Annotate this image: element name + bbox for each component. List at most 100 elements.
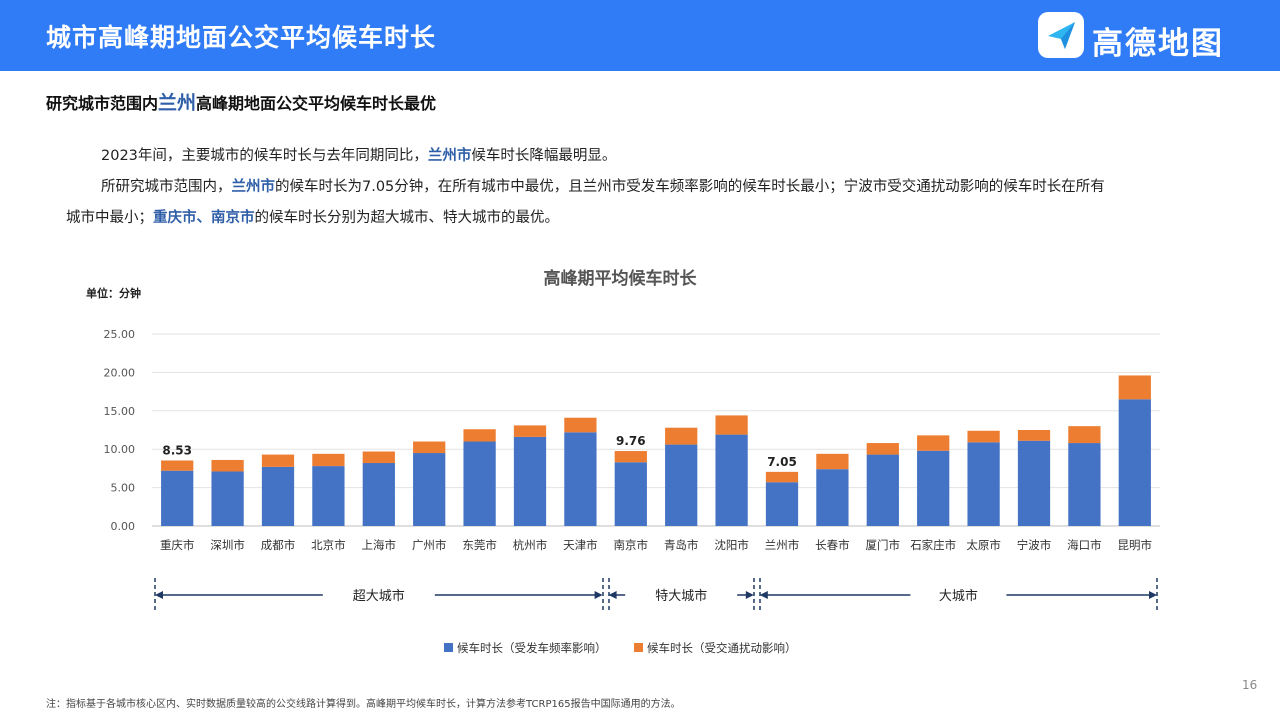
bar-frequency-segment — [1068, 443, 1101, 526]
arrow-right-icon — [594, 591, 603, 599]
bar-disturbance-segment — [211, 459, 244, 472]
bar-frequency-segment — [614, 462, 647, 526]
bar-disturbance-segment — [614, 451, 647, 463]
section-heading: 研究城市范围内兰州高峰期地面公交平均候车时长最优 — [46, 88, 436, 115]
x-tick-label: 东莞市 — [462, 538, 497, 552]
x-tick-label: 兰州市 — [765, 538, 800, 552]
paragraph-3: 城市中最小；重庆市、南京市的候车时长分别为超大城市、特大城市的最优。 — [66, 206, 559, 227]
bar-frequency-segment — [513, 436, 547, 526]
bar-disturbance-segment — [362, 451, 395, 464]
bar-frequency-segment — [413, 453, 446, 526]
paragraph-2: 所研究城市范围内，兰州市的候车时长为7.05分钟，在所有城市中最优，且兰州市受发… — [101, 175, 1105, 196]
y-tick-label: 15.00 — [104, 405, 136, 418]
legend-label: 候车时长（受交通扰动影响） — [647, 641, 797, 655]
bar-disturbance-segment — [967, 430, 1000, 443]
bar-frequency-segment — [967, 442, 1000, 526]
x-tick-label: 石家庄市 — [910, 538, 956, 552]
brand-name: 高德地图 — [1092, 26, 1224, 62]
x-tick-label: 昆明市 — [1118, 538, 1153, 552]
bar-disturbance-segment — [917, 435, 950, 451]
bar-frequency-segment — [665, 444, 698, 526]
footnote: 注：指标基于各城市核心区内、实时数据质量较高的公交线路计算得到。高峰期平均候车时… — [46, 699, 681, 710]
chart-title: 高峰期平均候车时长 — [544, 268, 698, 289]
p2-text-c: 的候车时长为7.05分钟，在所有城市中最优，且兰州市受发车频率影响的候车时长最小… — [275, 179, 1105, 195]
x-tick-label: 上海市 — [362, 538, 397, 552]
x-tick-label: 北京市 — [311, 538, 346, 552]
x-tick-label: 青岛市 — [664, 538, 699, 552]
legend-swatch-frequency — [444, 643, 453, 652]
bar-disturbance-segment — [1017, 430, 1051, 441]
bar-frequency-segment — [161, 470, 194, 526]
x-tick-label: 杭州市 — [513, 538, 548, 552]
x-tick-label: 重庆市 — [160, 538, 195, 552]
p3-text-a: 城市中最小； — [66, 210, 153, 226]
bar-frequency-segment — [765, 482, 799, 526]
legend-label: 候车时长（受发车频率影响） — [457, 641, 607, 655]
bar-disturbance-segment — [413, 441, 446, 454]
p2-text-a: 所研究城市范围内， — [101, 179, 232, 195]
arrow-left-icon — [759, 591, 768, 599]
p1-text-a: 2023年间，主要城市的候车时长与去年同期同比， — [101, 148, 428, 164]
bar-frequency-segment — [261, 466, 295, 526]
bar-disturbance-segment — [866, 443, 899, 455]
bar-frequency-segment — [362, 463, 395, 526]
bar-frequency-segment — [917, 450, 950, 526]
y-tick-label: 0.00 — [111, 520, 136, 533]
p2-highlight: 兰州市 — [231, 179, 276, 195]
data-label: 7.05 — [767, 455, 797, 469]
bar-disturbance-segment — [1068, 426, 1101, 444]
data-label: 9.76 — [616, 434, 646, 448]
bar-disturbance-segment — [765, 471, 799, 483]
y-tick-label: 10.00 — [104, 443, 136, 456]
bar-disturbance-segment — [261, 454, 295, 467]
bar-disturbance-segment — [715, 415, 748, 435]
bar-disturbance-segment — [665, 427, 698, 445]
bar-frequency-segment — [211, 471, 244, 526]
x-tick-label: 宁波市 — [1017, 538, 1052, 552]
heading-post: 高峰期地面公交平均候车时长最优 — [196, 94, 437, 113]
arrow-right-icon — [745, 591, 754, 599]
y-tick-label: 20.00 — [104, 366, 136, 379]
page-number: 16 — [1242, 678, 1258, 692]
x-tick-label: 南京市 — [614, 538, 649, 552]
bar-frequency-segment — [564, 432, 597, 526]
navigation-arrow-icon — [1038, 12, 1084, 58]
bar-frequency-segment — [463, 441, 496, 526]
arrow-left-icon — [608, 591, 617, 599]
x-tick-label: 广州市 — [412, 538, 447, 552]
y-tick-label: 25.00 — [104, 328, 136, 341]
unit-label: 单位：分钟 — [86, 286, 141, 300]
bar-frequency-segment — [866, 454, 899, 526]
bar-disturbance-segment — [312, 453, 345, 467]
x-tick-label: 深圳市 — [210, 538, 245, 552]
header-bar: 城市高峰期地面公交平均候车时长 高德地图 — [0, 0, 1280, 71]
data-label: 8.53 — [162, 443, 192, 457]
x-tick-label: 天津市 — [563, 538, 598, 552]
x-tick-label: 厦门市 — [866, 538, 901, 552]
bar-disturbance-segment — [564, 417, 597, 433]
x-tick-label: 沈阳市 — [714, 538, 749, 552]
x-tick-label: 长春市 — [815, 538, 850, 552]
page-title: 城市高峰期地面公交平均候车时长 — [46, 23, 437, 52]
arrow-left-icon — [155, 591, 163, 599]
bar-disturbance-segment — [161, 460, 194, 471]
group-label: 超大城市 — [353, 588, 405, 604]
paragraph-1: 2023年间，主要城市的候车时长与去年同期同比，兰州市候车时长降幅最明显。 — [101, 144, 616, 165]
bar-disturbance-segment — [816, 453, 849, 470]
p3-highlight: 重庆市、南京市 — [153, 210, 255, 226]
arrow-right-icon — [1149, 591, 1157, 599]
bar-frequency-segment — [1118, 399, 1151, 526]
bar-disturbance-segment — [463, 429, 496, 442]
group-label: 特大城市 — [655, 588, 707, 604]
p3-text-c: 的候车时长分别为超大城市、特大城市的最优。 — [254, 210, 560, 226]
bar-disturbance-segment — [1118, 375, 1151, 400]
bar-frequency-segment — [816, 469, 849, 526]
x-tick-label: 海口市 — [1067, 538, 1102, 552]
heading-pre: 研究城市范围内 — [46, 94, 159, 113]
x-tick-label: 太原市 — [966, 538, 1001, 552]
group-label: 大城市 — [939, 588, 978, 604]
bar-frequency-segment — [715, 434, 748, 526]
legend-swatch-disturbance — [634, 643, 643, 652]
bar-disturbance-segment — [513, 425, 547, 437]
p1-text-c: 候车时长降幅最明显。 — [471, 148, 617, 164]
